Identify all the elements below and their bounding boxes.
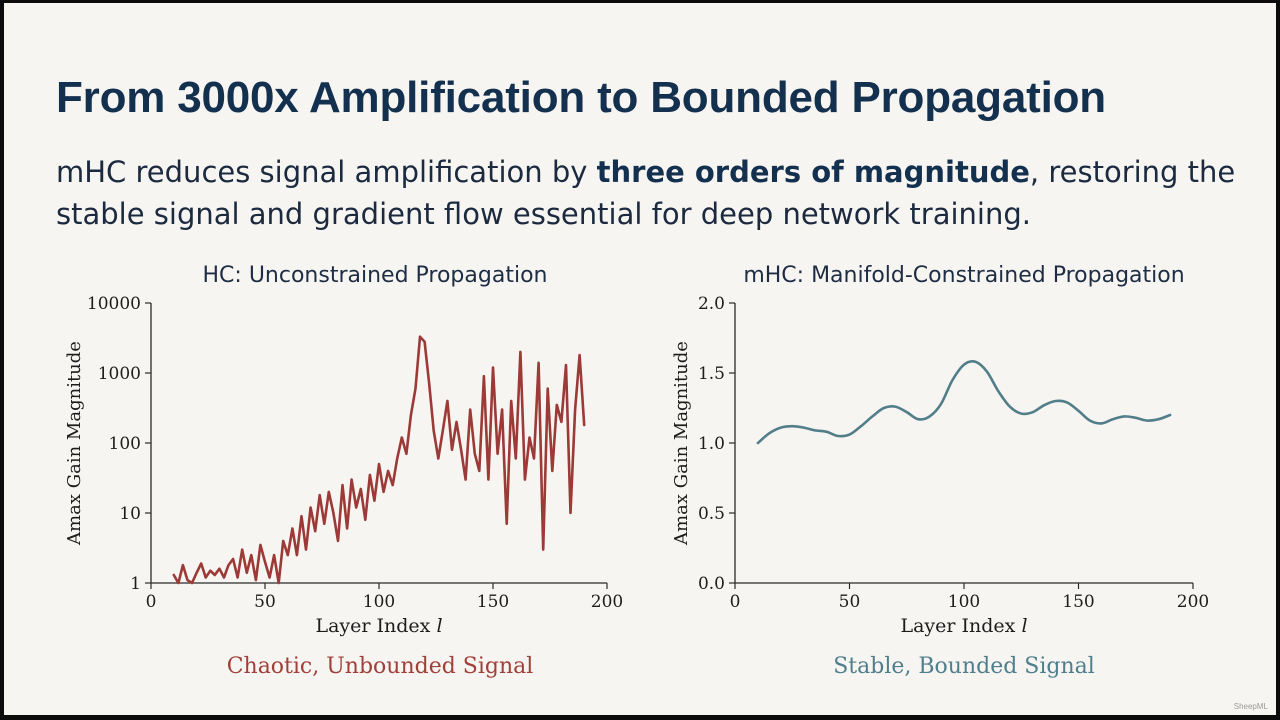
chart-1-x-tick-label: 50 bbox=[254, 592, 276, 612]
chart-1-series-line bbox=[172, 335, 586, 585]
chart-1-y-tick-label: 10 bbox=[119, 504, 141, 524]
chart-2-y-tick-label: 1.0 bbox=[698, 434, 725, 454]
chart-2-series-line bbox=[756, 360, 1172, 445]
chart-1-y-axis-label: Amax Gain Magnitude bbox=[64, 341, 85, 546]
chart-2-x-tick-label: 0 bbox=[730, 592, 741, 612]
chart-1-x-axis-label-variable: l bbox=[436, 615, 442, 637]
subtitle-text-start: mHC reduces signal amplification by bbox=[56, 155, 597, 189]
chart-1-caption: Chaotic, Unbounded Signal bbox=[227, 654, 534, 679]
chart-1-y-tick-label: 100 bbox=[109, 434, 141, 454]
chart-2-x-axis-label: Layer Index l bbox=[900, 615, 1027, 637]
chart-2-x-tick-label: 100 bbox=[948, 592, 980, 612]
watermark: SheepML bbox=[1233, 702, 1268, 711]
chart-1-y-tick-label: 1000 bbox=[98, 364, 141, 384]
slide: From 3000x Amplification to Bounded Prop… bbox=[4, 3, 1276, 715]
chart-2-x-axis-label-variable: l bbox=[1021, 615, 1027, 637]
chart-1-title: HC: Unconstrained Propagation bbox=[203, 263, 548, 288]
chart-2-x-tick-label: 150 bbox=[1062, 592, 1094, 612]
chart-2-y-tick-label: 0.0 bbox=[698, 574, 725, 594]
chart-2-caption: Stable, Bounded Signal bbox=[833, 654, 1095, 679]
chart-2-x-tick-label: 50 bbox=[839, 592, 861, 612]
chart-2-y-tick-label: 2.0 bbox=[698, 294, 725, 314]
subtitle-text-end: , restoring the stable signal and gradie… bbox=[56, 155, 1236, 231]
slide-title: From 3000x Amplification to Bounded Prop… bbox=[56, 73, 1106, 122]
chart-1-x-tick-label: 150 bbox=[477, 592, 509, 612]
slide-subtitle: mHC reduces signal amplification by thre… bbox=[56, 151, 1246, 235]
chart-1-x-tick-label: 0 bbox=[146, 592, 157, 612]
chart-2-y-axis-label: Amax Gain Magnitude bbox=[671, 341, 692, 546]
subtitle-emphasis: three orders of magnitude bbox=[596, 155, 1030, 189]
chart-2-x-axis-label-text: Layer Index bbox=[900, 615, 1021, 637]
chart-2-y-tick-label: 1.5 bbox=[698, 364, 725, 384]
chart-1-x-axis-label: Layer Index l bbox=[315, 615, 442, 637]
chart-1-x-tick-label: 200 bbox=[591, 592, 623, 612]
chart-2-title: mHC: Manifold-Constrained Propagation bbox=[743, 263, 1184, 288]
chart-2-x-tick-label: 200 bbox=[1177, 592, 1209, 612]
chart-1-x-tick-label: 100 bbox=[363, 592, 395, 612]
chart-2-y-tick-label: 0.5 bbox=[698, 504, 725, 524]
chart-1-x-axis-label-text: Layer Index bbox=[315, 615, 436, 637]
chart-1-y-tick-label: 1 bbox=[130, 574, 141, 594]
chart-1-y-tick-label: 10000 bbox=[87, 294, 141, 314]
